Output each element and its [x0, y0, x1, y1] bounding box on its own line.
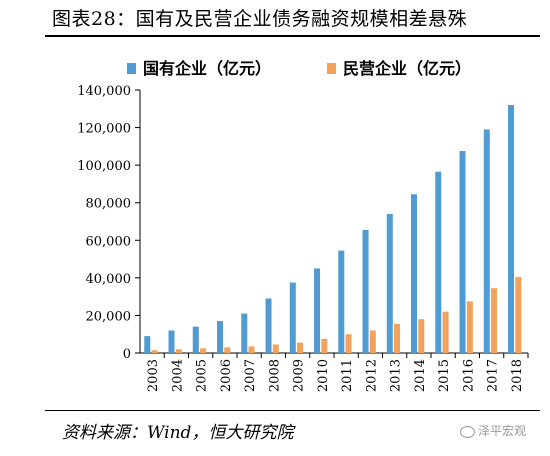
bar-private	[224, 347, 231, 353]
bar-private	[466, 301, 473, 353]
x-tick-label: 2010	[316, 359, 331, 392]
x-tick-label: 2017	[486, 359, 501, 392]
y-tick-label: 60,000	[86, 234, 132, 249]
y-tick-label: 80,000	[86, 197, 132, 212]
bar-private	[151, 350, 158, 353]
bar-private	[442, 311, 449, 353]
bar-private	[272, 344, 279, 353]
bar-state-owned	[314, 268, 321, 353]
x-tick-label: 2012	[364, 359, 379, 392]
bar-private	[248, 346, 255, 353]
bar-private	[321, 338, 328, 353]
y-tick-label: 100,000	[77, 159, 131, 174]
source-note: 资料来源：Wind，恒大研究院	[62, 423, 294, 443]
legend-swatch-private	[327, 63, 336, 74]
bar-state-owned	[483, 129, 490, 353]
y-tick-label: 0	[123, 347, 131, 362]
watermark-text: 泽平宏观	[478, 424, 527, 438]
bar-state-owned	[192, 326, 199, 353]
bar-state-owned	[435, 171, 442, 353]
bar-state-owned	[241, 313, 248, 353]
footer-rule	[45, 410, 540, 411]
legend-label-private: 民营企业（亿元）	[343, 59, 471, 78]
title-underline	[45, 35, 540, 37]
x-tick-label: 2013	[389, 359, 404, 392]
x-tick-label: 2005	[195, 359, 210, 392]
bar-state-owned	[168, 330, 175, 353]
bar-state-owned	[217, 321, 224, 353]
bar-private	[345, 334, 352, 353]
bar-state-owned	[144, 336, 151, 353]
bar-private	[418, 319, 425, 353]
chart-area: 0 20,000 40,000 60,000 80,000 100,000 120,000 1…	[77, 59, 529, 392]
x-tick-label: 2014	[413, 359, 428, 392]
watermark: 泽平宏观	[460, 422, 526, 439]
chart-title: 图表28：国有及民营企业债务融资规模相差悬殊	[52, 8, 468, 30]
bar-private	[394, 323, 401, 353]
wechat-icon	[460, 425, 475, 438]
legend-swatch-state-owned	[127, 63, 136, 74]
y-tick-label: 20,000	[86, 309, 132, 324]
x-tick-label: 2009	[292, 359, 307, 392]
x-tick-label: 2006	[219, 359, 234, 392]
x-tick-label: 2016	[461, 359, 476, 392]
bar-state-owned	[508, 105, 515, 354]
bar-private	[369, 330, 376, 353]
x-tick-label: 2004	[170, 359, 185, 392]
bar-state-owned	[459, 151, 466, 353]
bar-state-owned	[289, 282, 296, 353]
x-tick-label: 2018	[510, 359, 525, 392]
bar-state-owned	[362, 229, 369, 353]
x-tick-label: 2008	[267, 359, 282, 392]
bar-state-owned	[411, 194, 418, 353]
bar-state-owned	[386, 213, 393, 353]
y-tick-label: 40,000	[86, 272, 132, 287]
bar-private	[515, 276, 522, 353]
bar-private	[175, 349, 182, 353]
bar-private	[491, 288, 498, 353]
y-tick-label: 120,000	[77, 122, 131, 137]
x-tick-label: 2007	[243, 359, 258, 392]
bar-state-owned	[265, 298, 272, 353]
bar-private	[297, 342, 304, 353]
y-tick-label: 140,000	[77, 84, 131, 99]
legend-label-state-owned: 国有企业（亿元）	[143, 59, 271, 78]
x-tick-label: 2015	[437, 359, 452, 392]
bar-state-owned	[338, 250, 345, 353]
x-tick-label: 2003	[146, 359, 161, 392]
x-tick-label: 2011	[340, 359, 355, 392]
bar-private	[200, 348, 207, 353]
